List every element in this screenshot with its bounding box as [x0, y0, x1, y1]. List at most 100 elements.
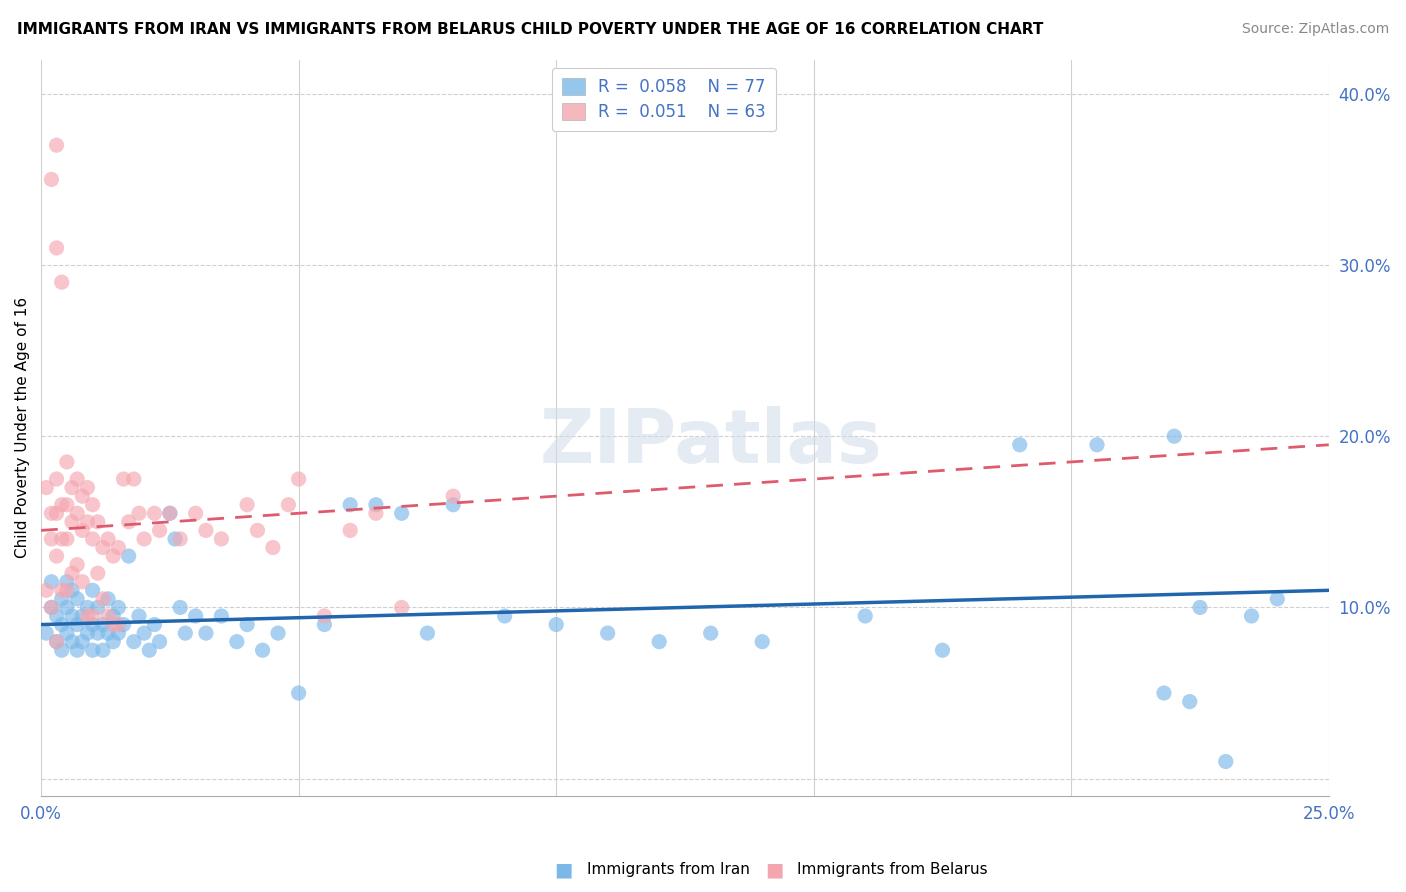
- Point: [267, 626, 290, 640]
- Point: [97, 591, 120, 606]
- Point: [56, 600, 79, 615]
- Point: [87, 515, 110, 529]
- Legend: R =  0.058    N = 77, R =  0.051    N = 63: R = 0.058 N = 77, R = 0.051 N = 63: [551, 68, 776, 131]
- Text: Immigrants from Iran: Immigrants from Iran: [586, 863, 749, 877]
- Point: [51, 532, 73, 546]
- Point: [699, 626, 721, 640]
- Point: [1188, 600, 1211, 615]
- Point: [82, 609, 104, 624]
- Point: [751, 634, 773, 648]
- Point: [1085, 438, 1108, 452]
- Point: [60, 609, 83, 624]
- Point: [41, 172, 63, 186]
- Point: [56, 498, 79, 512]
- Point: [112, 617, 135, 632]
- Point: [103, 549, 125, 563]
- Point: [134, 532, 156, 546]
- Point: [82, 532, 104, 546]
- Point: [103, 617, 125, 632]
- Point: [148, 524, 170, 538]
- Point: [169, 600, 191, 615]
- Point: [82, 617, 104, 632]
- Point: [262, 541, 284, 555]
- Point: [252, 643, 274, 657]
- Point: [60, 566, 83, 581]
- Point: [364, 506, 387, 520]
- Point: [118, 515, 141, 529]
- Point: [72, 609, 94, 624]
- Point: [209, 532, 232, 546]
- Text: ■: ■: [554, 860, 572, 880]
- Point: [51, 275, 73, 289]
- Point: [35, 583, 58, 598]
- Point: [45, 138, 67, 153]
- Point: [45, 609, 67, 624]
- Point: [314, 609, 336, 624]
- Point: [441, 498, 464, 512]
- Point: [87, 566, 110, 581]
- Point: [1153, 686, 1175, 700]
- Point: [72, 634, 94, 648]
- Point: [51, 617, 73, 632]
- Point: [103, 609, 125, 624]
- Point: [174, 626, 197, 640]
- Point: [194, 626, 217, 640]
- Point: [51, 498, 73, 512]
- Point: [194, 524, 217, 538]
- Point: [143, 617, 166, 632]
- Point: [60, 515, 83, 529]
- Point: [87, 626, 110, 640]
- Point: [82, 643, 104, 657]
- Point: [91, 617, 114, 632]
- Point: [931, 643, 953, 657]
- Point: [91, 643, 114, 657]
- Point: [184, 609, 207, 624]
- Point: [66, 506, 89, 520]
- Point: [107, 617, 129, 632]
- Point: [45, 472, 67, 486]
- Point: [66, 617, 89, 632]
- Y-axis label: Child Poverty Under the Age of 16: Child Poverty Under the Age of 16: [15, 297, 30, 558]
- Point: [277, 498, 299, 512]
- Point: [596, 626, 619, 640]
- Point: [51, 583, 73, 598]
- Point: [35, 481, 58, 495]
- Point: [134, 626, 156, 640]
- Point: [56, 532, 79, 546]
- Point: [391, 600, 413, 615]
- Point: [364, 498, 387, 512]
- Point: [41, 600, 63, 615]
- Point: [287, 686, 309, 700]
- Point: [107, 600, 129, 615]
- Point: [225, 634, 247, 648]
- Point: [1163, 429, 1185, 443]
- Point: [143, 506, 166, 520]
- Point: [159, 506, 181, 520]
- Point: [122, 634, 145, 648]
- Point: [41, 600, 63, 615]
- Point: [60, 481, 83, 495]
- Text: ZIPatlas: ZIPatlas: [540, 406, 882, 479]
- Point: [1265, 591, 1288, 606]
- Point: [128, 609, 150, 624]
- Point: [184, 506, 207, 520]
- Point: [107, 626, 129, 640]
- Point: [118, 549, 141, 563]
- Point: [66, 643, 89, 657]
- Point: [1008, 438, 1031, 452]
- Point: [45, 549, 67, 563]
- Point: [159, 506, 181, 520]
- Point: [97, 626, 120, 640]
- Point: [76, 481, 98, 495]
- Point: [76, 626, 98, 640]
- Point: [56, 455, 79, 469]
- Point: [169, 532, 191, 546]
- Point: [209, 609, 232, 624]
- Point: [72, 489, 94, 503]
- Point: [82, 498, 104, 512]
- Point: [122, 472, 145, 486]
- Point: [416, 626, 439, 640]
- Point: [45, 241, 67, 255]
- Point: [148, 634, 170, 648]
- Point: [66, 591, 89, 606]
